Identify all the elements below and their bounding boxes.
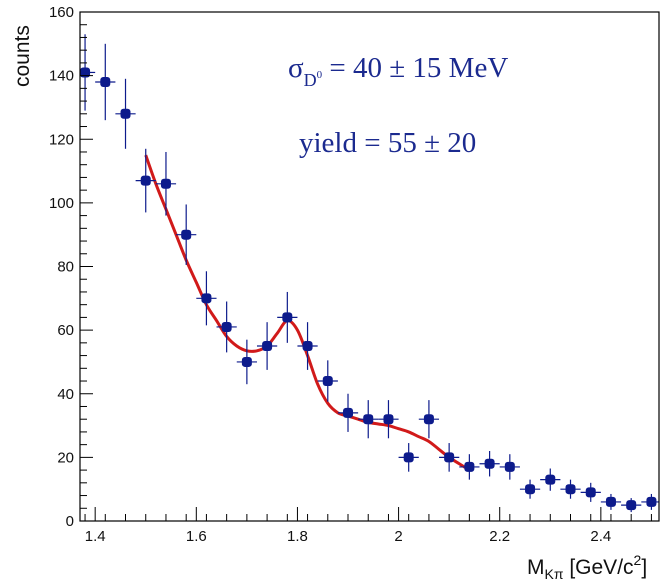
data-point (297, 322, 318, 370)
data-point (236, 339, 257, 385)
data-point (439, 443, 460, 472)
x-axis-title-unit-close: ] (641, 556, 647, 579)
data-point (176, 204, 197, 265)
data-marker (646, 496, 657, 507)
data-point (196, 271, 217, 326)
data-marker (383, 414, 394, 425)
x-tick-label: 2.2 (489, 528, 510, 545)
x-axis-title-unit: [GeV/c (564, 556, 634, 579)
y-axis-title: counts (11, 25, 34, 87)
data-point (398, 443, 419, 472)
data-marker (626, 500, 637, 511)
x-axis-title-unit-sup: 2 (634, 552, 642, 568)
data-point (378, 400, 399, 439)
data-point (216, 301, 237, 353)
data-point (600, 493, 622, 510)
data-marker (423, 414, 434, 425)
data-marker (201, 293, 212, 304)
data-marker (444, 452, 455, 463)
data-point (95, 43, 116, 121)
sigma-sub-superscript: 0 (317, 69, 323, 81)
data-point (155, 151, 177, 216)
sigma-annotation: σD0 = 40 ± 15 MeV (288, 52, 508, 90)
data-point (317, 360, 338, 402)
data-marker (545, 474, 556, 485)
data-point (256, 322, 278, 370)
data-marker (585, 487, 596, 498)
y-tick-label: 80 (57, 259, 74, 276)
sigma-subscript: D (304, 70, 317, 90)
data-point (499, 454, 520, 480)
data-point (519, 479, 541, 499)
data-point (621, 498, 642, 513)
data-point (560, 479, 581, 499)
data-marker (504, 461, 515, 472)
data-marker (221, 321, 232, 332)
data-point (540, 468, 561, 491)
ticks-layer: 0 20 40 60 80 100 120 140 160 1.4 1.6 1.8 2 2.2 2.4 (49, 4, 652, 545)
data-marker (241, 356, 252, 367)
data-marker (181, 229, 192, 240)
data-marker (322, 376, 333, 387)
data-marker (120, 108, 131, 119)
data-marker (343, 407, 354, 418)
x-tick-label: 2 (394, 528, 402, 545)
data-point (135, 148, 156, 213)
data-point (418, 400, 440, 439)
yield-annotation: yield = 55 ± 20 (299, 127, 476, 159)
data-point (479, 451, 500, 477)
data-marker (565, 484, 576, 495)
y-tick-label: 60 (57, 322, 74, 339)
data-point (641, 493, 659, 510)
x-axis-title-main: M (527, 556, 545, 579)
x-tick-label: 1.6 (186, 528, 207, 545)
y-tick-label: 120 (49, 131, 74, 148)
data-marker (525, 484, 536, 495)
data-marker (605, 496, 616, 507)
x-tick-label: 1.8 (287, 528, 308, 545)
y-tick-label: 0 (66, 513, 74, 530)
data-marker (363, 414, 374, 425)
data-point (277, 291, 298, 343)
data-marker (484, 458, 495, 469)
data-point (115, 78, 136, 149)
data-marker (80, 67, 91, 78)
points-layer (80, 34, 659, 513)
data-marker (282, 312, 293, 323)
data-point (580, 482, 601, 502)
data-marker (100, 76, 111, 87)
data-marker (160, 178, 171, 189)
y-tick-label: 100 (49, 195, 74, 212)
x-axis-title-sub: Kπ (545, 566, 564, 582)
sigma-value: = 40 ± 15 MeV (322, 52, 508, 84)
y-tick-label: 160 (49, 4, 74, 21)
data-marker (464, 461, 475, 472)
data-point (80, 34, 96, 111)
x-tick-label: 2.4 (590, 528, 611, 545)
data-point (459, 454, 480, 480)
data-marker (140, 175, 151, 186)
x-tick-label: 1.4 (85, 528, 106, 545)
data-marker (302, 341, 313, 352)
y-tick-label: 140 (49, 68, 74, 85)
sigma-symbol: σ (288, 52, 304, 84)
data-marker (262, 341, 273, 352)
data-point (358, 400, 379, 439)
y-tick-label: 40 (57, 386, 74, 403)
data-marker (403, 452, 414, 463)
x-axis-title: MKπ [GeV/c2] (527, 552, 647, 582)
y-tick-label: 20 (57, 449, 74, 466)
data-point (337, 393, 359, 432)
